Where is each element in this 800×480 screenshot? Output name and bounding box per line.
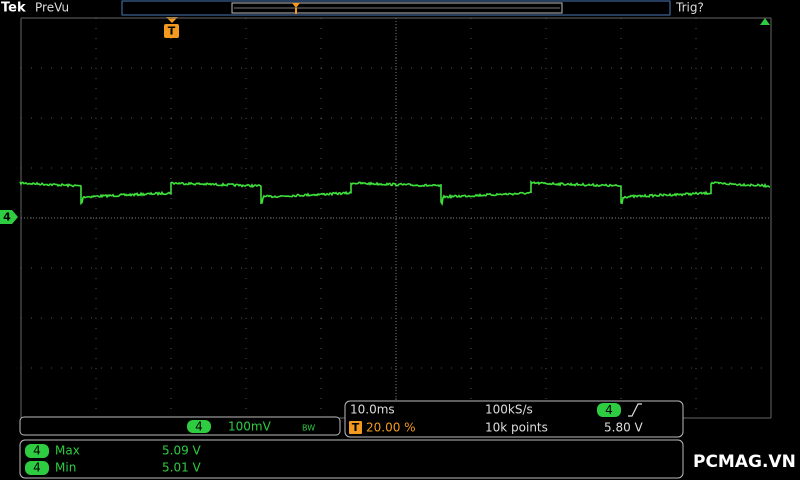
trigger-position-icon: T <box>352 421 360 434</box>
time-scale: 10.0ms <box>350 403 395 417</box>
measurement-box <box>19 439 684 479</box>
measurements: 4 Max 5.09 V 4 Min 5.01 V <box>25 444 202 475</box>
brand: Tek <box>1 1 26 16</box>
bandwidth-limit: BW <box>302 424 315 433</box>
trigger-position: 20.00 % <box>366 421 416 435</box>
trigger-status: Trig? <box>675 1 704 15</box>
trigger-slope-icon <box>628 403 642 417</box>
channel-number: 4 <box>195 420 203 434</box>
trigger-channel-badge <box>597 403 621 417</box>
channel-scale: 100mV <box>228 420 272 434</box>
sample-rate: 100kS/s <box>485 403 533 417</box>
waveform <box>19 180 771 207</box>
measurement-value: 5.01 V <box>162 461 202 475</box>
channel-badge <box>187 420 211 433</box>
measurement-badge <box>25 461 49 475</box>
measurement-channel: 4 <box>33 444 41 458</box>
record-length: 10k points <box>485 421 548 435</box>
measurement-channel: 4 <box>33 461 41 475</box>
trigger-level-arrow <box>760 18 770 25</box>
channel-box <box>19 416 341 436</box>
watermark: PCMAG.VN <box>693 452 796 472</box>
measurement-badge <box>25 444 49 458</box>
mode: PreVu <box>35 1 69 15</box>
channel-marker: 4 <box>3 211 11 224</box>
trigger-marker-box <box>164 24 179 38</box>
record-bar <box>121 0 671 16</box>
measurement-value: 5.09 V <box>162 444 202 458</box>
channel-marker-box <box>0 210 18 224</box>
measurement-name: Min <box>55 461 76 475</box>
record-window <box>231 2 563 14</box>
trigger-channel: 4 <box>605 403 613 417</box>
trigger-position-icon-box <box>349 421 362 434</box>
trigger-position-marker <box>292 3 300 14</box>
trigger-marker: T <box>168 25 176 38</box>
graticule <box>20 17 772 419</box>
trigger-level: 5.80 V <box>604 421 644 435</box>
measurement-name: Max <box>55 444 80 458</box>
